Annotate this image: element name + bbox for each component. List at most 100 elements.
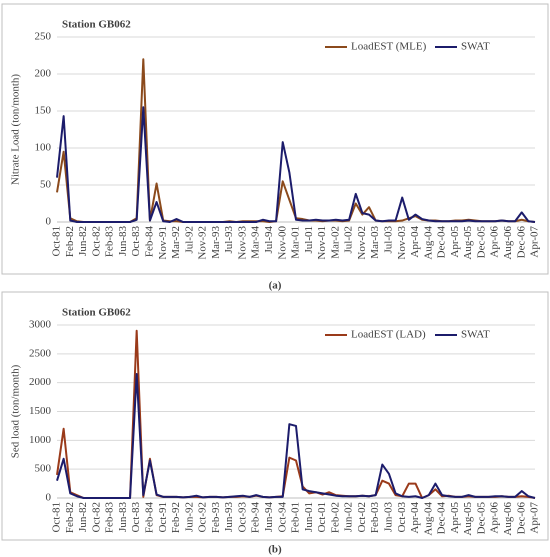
x-tick-label: Oct-81: [51, 226, 63, 257]
x-tick-label: Oct-02: [356, 502, 368, 533]
series-line: [56, 373, 536, 499]
x-tick-label: Apr-04: [409, 226, 421, 258]
x-tick-label: Oct-91: [157, 502, 169, 533]
chart-title: Station GB062: [62, 307, 131, 319]
x-tick-label: Apr-06: [489, 502, 501, 534]
legend-label: LoadEST (MLE): [351, 41, 427, 53]
x-tick-label: Jul-94: [263, 226, 275, 254]
x-tick-label: Oct-03: [396, 502, 408, 533]
caption: (a): [269, 280, 282, 292]
x-tick-label: Jun-93: [223, 502, 235, 532]
x-tick-label: Feb-84: [143, 226, 155, 258]
x-tick-label: Mar-02: [329, 226, 341, 259]
x-tick-label: Nov-02: [356, 226, 368, 260]
x-tick-label: Feb-01: [290, 502, 302, 533]
y-tick-label: 150: [35, 105, 52, 117]
x-tick-label: Dec-06: [515, 502, 527, 535]
x-tick-label: Apr-07: [529, 226, 541, 258]
x-tick-label: Jul-92: [183, 226, 195, 254]
x-tick-label: Feb-84: [143, 502, 155, 534]
x-tick-label: Oct-94: [276, 502, 288, 533]
x-tick-label: Oct-82: [90, 502, 102, 533]
x-tick-label: Dec-05: [475, 502, 487, 535]
x-tick-label: Feb-02: [329, 502, 341, 533]
x-tick-label: Feb-83: [104, 226, 116, 258]
x-tick-label: Feb-82: [64, 226, 76, 257]
y-tick-label: 500: [35, 463, 52, 475]
x-tick-label: Dec-05: [475, 226, 487, 259]
x-tick-label: Oct-93: [236, 502, 248, 533]
y-tick-label: 250: [35, 31, 52, 43]
x-tick-label: Aug-05: [462, 226, 474, 260]
y-tick-label: 1500: [29, 405, 52, 417]
y-tick-label: 200: [35, 68, 52, 80]
x-tick-label: Jun-82: [77, 502, 89, 532]
x-tick-label: Apr-06: [489, 226, 501, 258]
x-tick-label: Nov-93: [236, 226, 248, 260]
x-tick-label: Oct-01: [316, 502, 328, 533]
series-line: [56, 329, 536, 499]
legend-label: LoadEST (LAD): [351, 329, 426, 341]
panel-frame: [1, 291, 549, 541]
x-tick-label: Jun-82: [77, 226, 89, 256]
x-tick-label: Aug-06: [502, 226, 514, 260]
x-tick-label: Nov-03: [396, 226, 408, 260]
legend-label: SWAT: [461, 329, 490, 341]
x-tick-label: Nov-00: [276, 226, 288, 260]
y-tick-label: 1000: [29, 434, 52, 446]
x-tick-label: Mar-92: [170, 226, 182, 259]
y-tick-label: 0: [46, 216, 52, 228]
x-tick-label: Feb-83: [104, 502, 116, 534]
x-tick-label: Dec-04: [436, 226, 448, 259]
series-line: [56, 58, 536, 223]
x-tick-label: Jun-92: [183, 502, 195, 532]
x-tick-label: Dec-04: [436, 502, 448, 535]
y-tick-label: 2000: [29, 376, 52, 388]
x-tick-label: Jun-03: [382, 502, 394, 532]
x-tick-label: Feb-82: [64, 502, 76, 533]
x-tick-label: Jun-83: [117, 502, 129, 532]
x-tick-label: Jun-02: [343, 502, 355, 532]
x-tick-label: Aug-04: [422, 226, 434, 260]
x-tick-label: Oct-92: [197, 502, 209, 533]
x-tick-label: Mar-93: [210, 226, 222, 259]
x-tick-label: Feb-03: [369, 502, 381, 534]
x-tick-label: Jul-02: [343, 226, 355, 254]
y-tick-label: 50: [40, 179, 52, 191]
y-tick-label: 0: [46, 492, 52, 504]
y-axis-label: Sed load (ton/month): [10, 364, 22, 458]
x-tick-label: Feb-94: [250, 502, 262, 534]
x-tick-label: Feb-92: [170, 502, 182, 533]
legend-label: SWAT: [461, 41, 490, 53]
chart-title: Station GB062: [62, 19, 131, 31]
x-tick-label: Mar-94: [250, 226, 262, 259]
x-tick-label: Jul-03: [382, 226, 394, 254]
x-tick-label: Dec-06: [515, 226, 527, 259]
x-tick-label: Jul-93: [223, 226, 235, 254]
x-tick-label: Nov-92: [197, 226, 209, 260]
x-tick-label: Aug-06: [502, 502, 514, 536]
caption: (b): [268, 544, 282, 556]
x-tick-label: Nov-01: [316, 226, 328, 260]
panel-frame: [1, 3, 549, 275]
y-tick-label: 2500: [29, 347, 52, 359]
y-tick-label: 100: [35, 142, 52, 154]
x-tick-label: Apr-05: [449, 502, 461, 534]
x-tick-label: Aug-05: [462, 502, 474, 536]
x-tick-label: Mar-01: [290, 226, 302, 259]
x-tick-label: Jul-01: [303, 226, 315, 254]
y-axis-label: Nitrate Load (ton/month): [10, 74, 22, 186]
x-tick-label: Apr-05: [449, 226, 461, 258]
x-tick-label: Jun-01: [303, 502, 315, 532]
y-tick-label: 3000: [29, 319, 52, 331]
x-tick-label: Oct-82: [90, 226, 102, 257]
x-tick-label: Jun-83: [117, 226, 129, 256]
series-line: [56, 106, 536, 223]
x-tick-label: Apr-07: [529, 502, 541, 534]
x-tick-label: Apr-04: [409, 502, 421, 534]
x-tick-label: Mar-03: [369, 226, 381, 259]
x-tick-label: Oct-81: [51, 502, 63, 533]
x-tick-label: Feb-93: [210, 502, 222, 534]
x-tick-label: Oct-83: [130, 502, 142, 533]
